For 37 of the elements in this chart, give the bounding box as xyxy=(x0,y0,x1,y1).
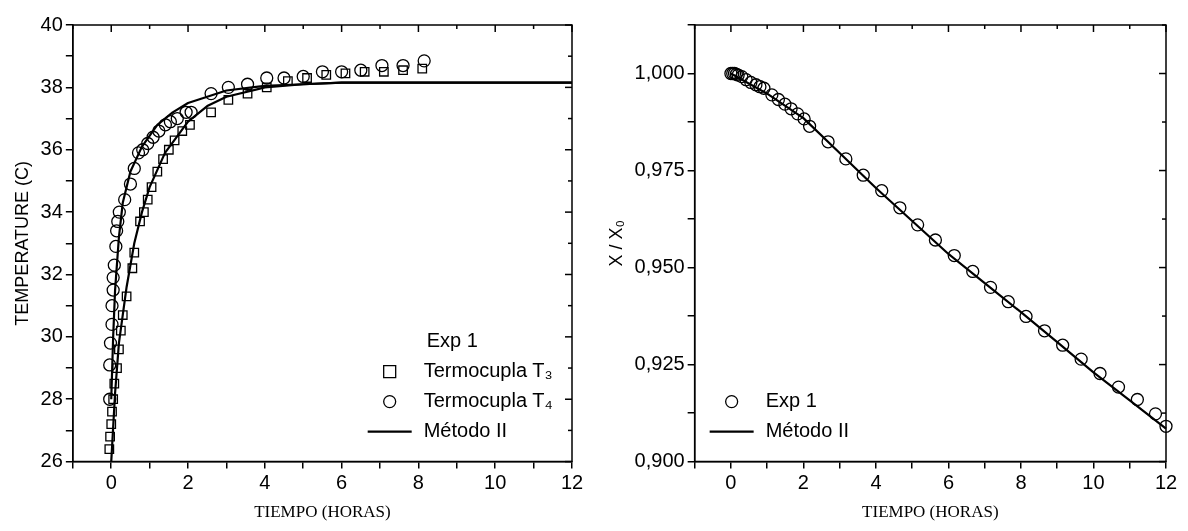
y-tick-label: 0,950 xyxy=(634,255,685,278)
x-tick-label: 12 xyxy=(560,471,584,494)
legend-label: Termocupla T₄ xyxy=(423,389,553,412)
y-tick-label: 0,900 xyxy=(634,449,685,472)
x-tick-label: 2 xyxy=(182,471,194,494)
legend-label: Método II xyxy=(423,419,508,442)
y-tick-label: 0,975 xyxy=(634,158,685,181)
x-tick-label: 8 xyxy=(412,471,424,494)
legend-label: Método II xyxy=(765,419,850,442)
x-tick-label: 8 xyxy=(1015,471,1027,494)
y-tick-label: 32 xyxy=(40,262,63,284)
y-tick-label: 0,925 xyxy=(634,352,685,375)
x-tick-label: 12 xyxy=(1154,471,1178,494)
y-axis-title: TEMPERATURE (C) xyxy=(11,160,32,326)
y-axis-title: X / X₀ xyxy=(605,220,626,267)
legend-label: Termocupla T₃ xyxy=(423,359,553,382)
y-tick-label: 34 xyxy=(40,199,63,222)
x-tick-label: 4 xyxy=(870,471,882,494)
y-tick-label: 26 xyxy=(40,449,63,472)
x-axis-title: TIEMPO (HORAS) xyxy=(254,502,391,522)
x-tick-label: 4 xyxy=(259,471,271,494)
x-tick-label: 10 xyxy=(484,471,507,494)
y-tick-label: 40 xyxy=(40,12,63,35)
legend-title: Exp 1 xyxy=(426,329,478,352)
x-tick-label: 0 xyxy=(725,471,737,494)
y-tick-label: 38 xyxy=(40,74,63,97)
x-tick-label: 0 xyxy=(105,471,117,494)
x-tick-label: 10 xyxy=(1082,471,1105,494)
x-axis-title: TIEMPO (HORAS) xyxy=(862,502,999,522)
x-tick-label: 2 xyxy=(797,471,809,494)
y-tick-label: 36 xyxy=(40,137,63,160)
y-tick-label: 1,000 xyxy=(634,61,685,84)
y-tick-label: 28 xyxy=(40,386,63,409)
y-tick-label: 30 xyxy=(40,324,63,347)
x-tick-label: 6 xyxy=(942,471,955,494)
legend-label: Exp 1 xyxy=(765,389,817,412)
x-tick-label: 6 xyxy=(336,471,348,494)
